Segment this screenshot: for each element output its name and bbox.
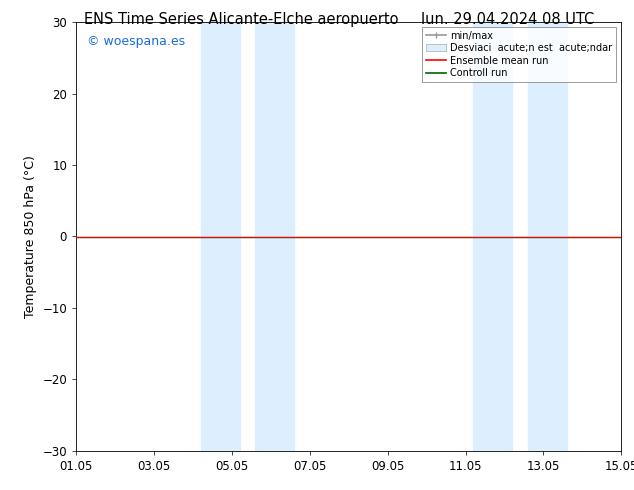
Legend: min/max, Desviaci  acute;n est  acute;ndar, Ensemble mean run, Controll run: min/max, Desviaci acute;n est acute;ndar… [422, 27, 616, 82]
Bar [256, 22, 294, 451]
Text: © woespana.es: © woespana.es [87, 35, 185, 48]
Bar [528, 22, 567, 451]
Bar [474, 22, 512, 451]
Y-axis label: Temperature 850 hPa (°C): Temperature 850 hPa (°C) [23, 155, 37, 318]
Text: ENS Time Series Alicante-Elche aeropuerto: ENS Time Series Alicante-Elche aeropuert… [84, 12, 398, 27]
Bar [201, 22, 240, 451]
Text: lun. 29.04.2024 08 UTC: lun. 29.04.2024 08 UTC [420, 12, 594, 27]
